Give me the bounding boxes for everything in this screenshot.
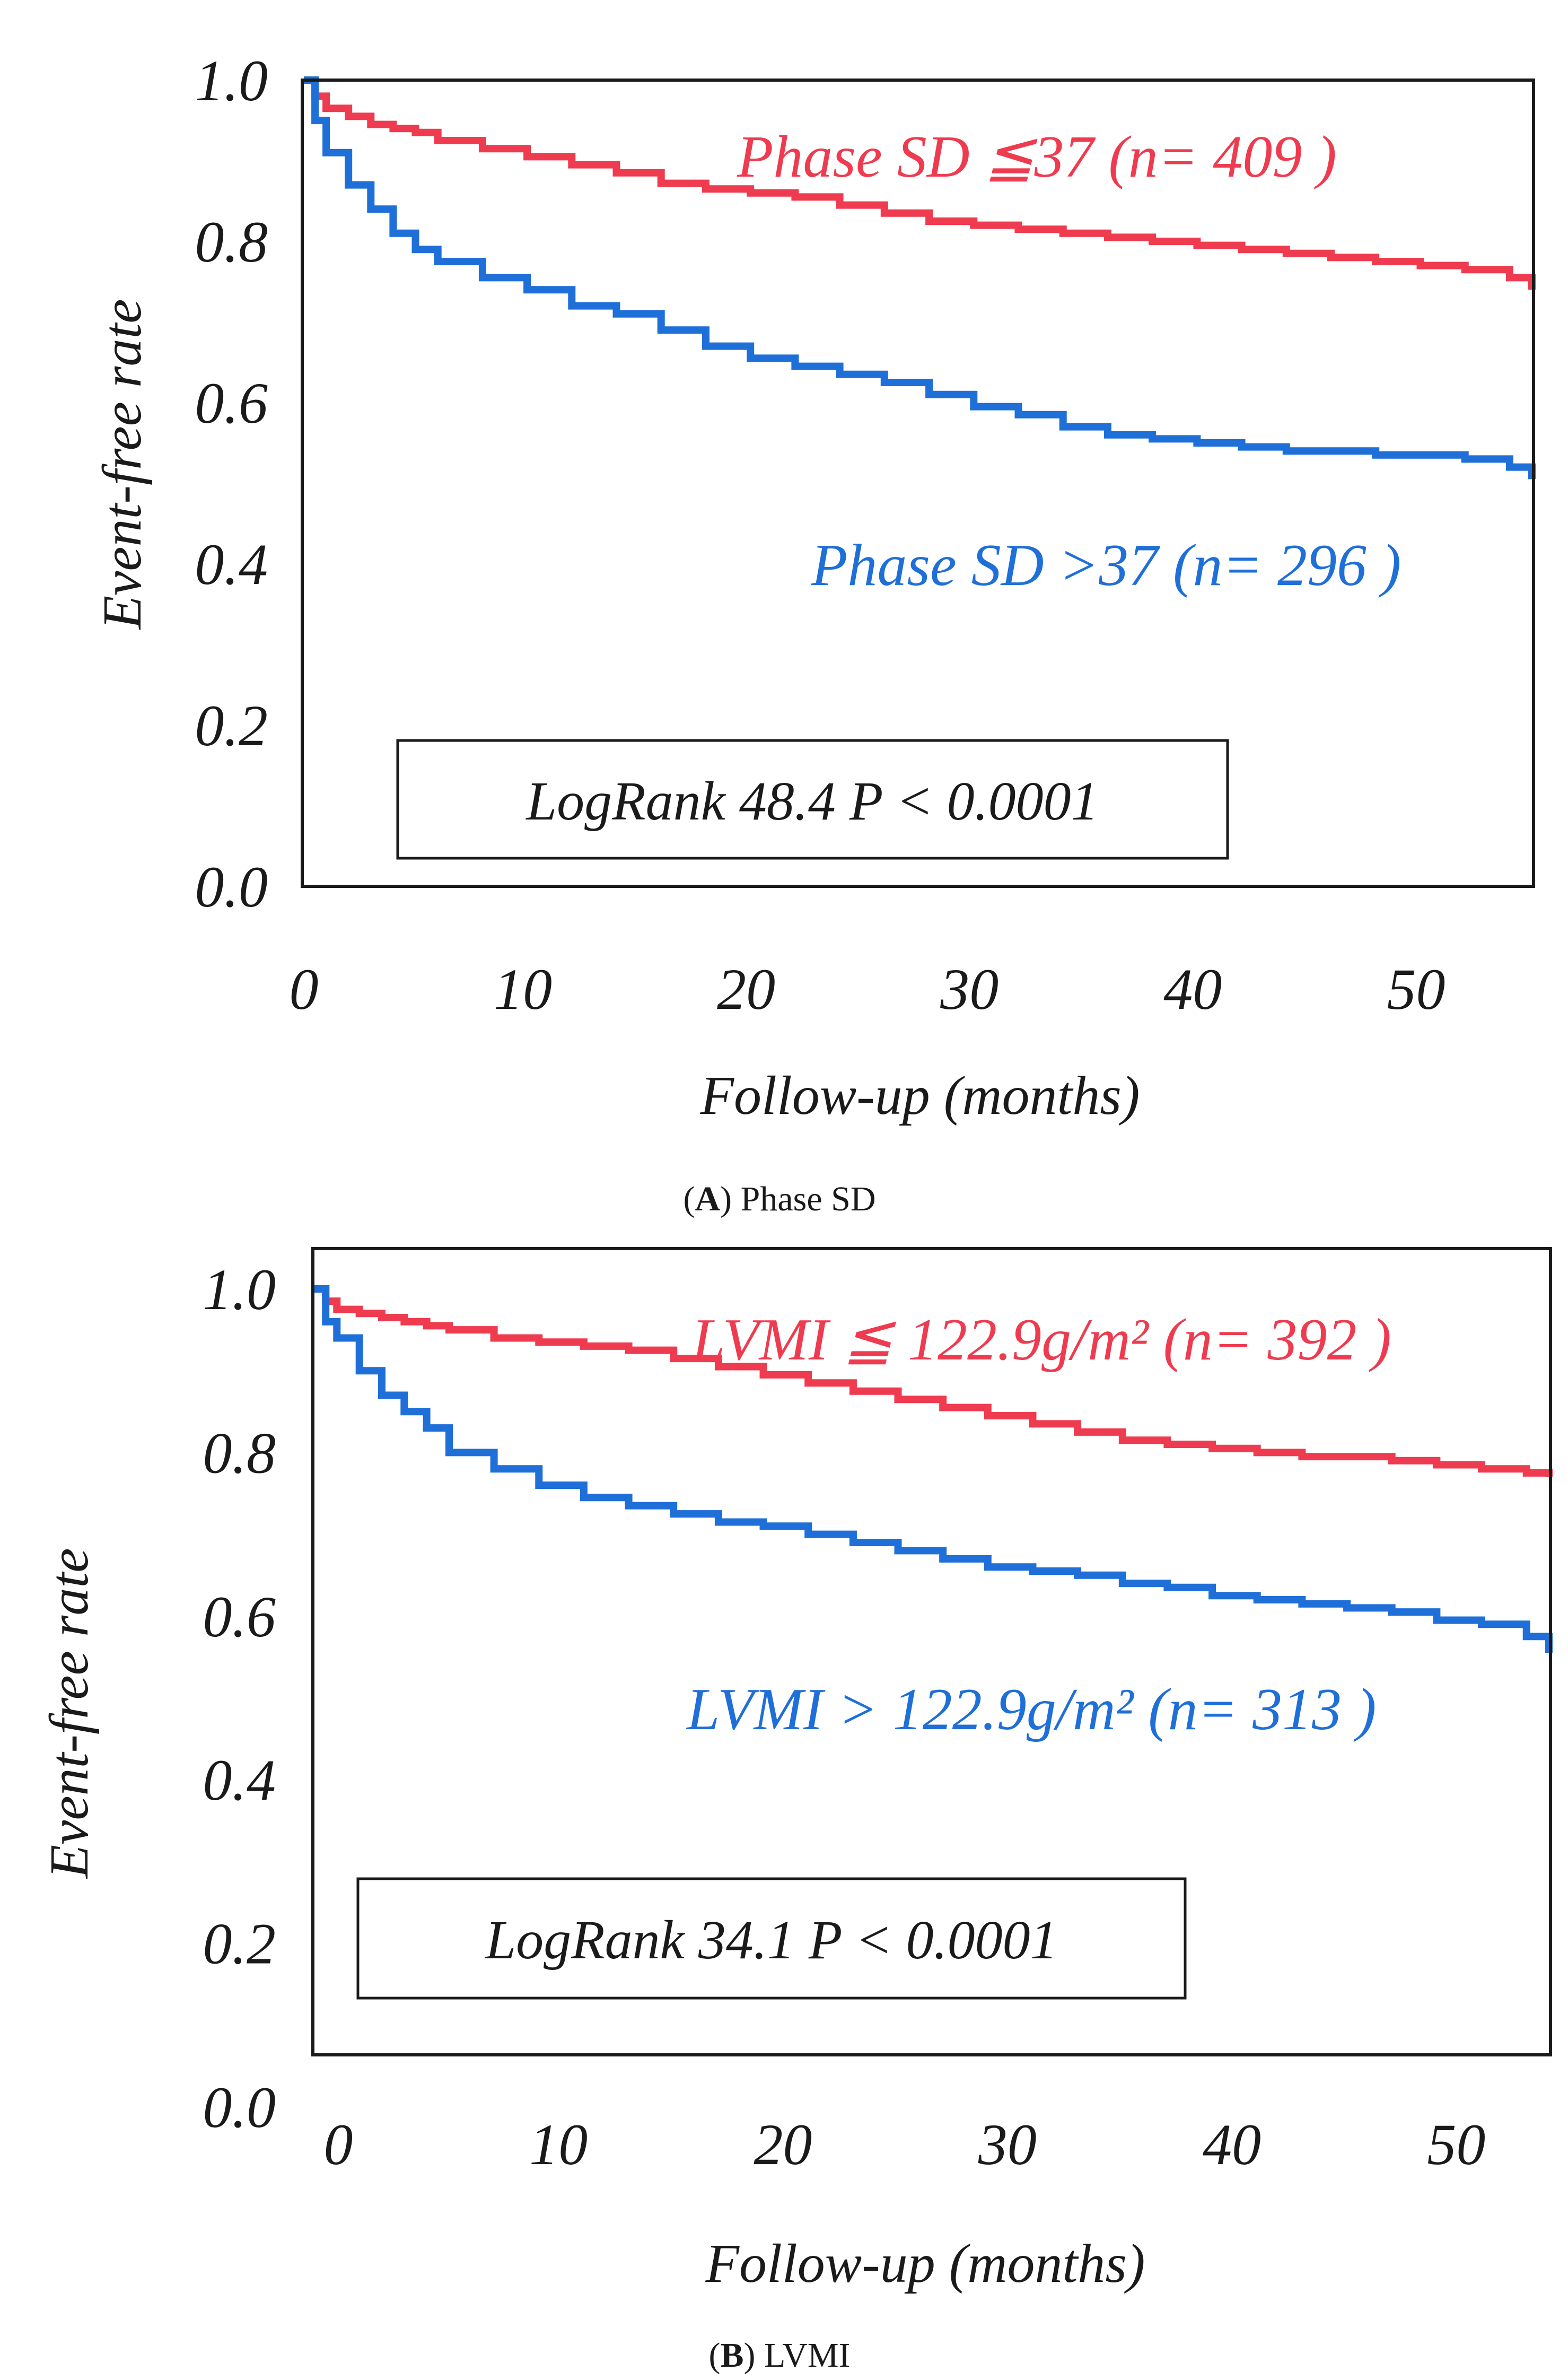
- panel-b-x-tick-label: 30: [978, 2112, 1037, 2177]
- panel-a-caption-text: Phase SD: [741, 1180, 876, 1218]
- panel-a-series-label-red: Phase SD ≦37 (n= 409 ): [737, 124, 1337, 190]
- panel-a-x-tick-label: 40: [1163, 957, 1222, 1022]
- panel-b-series-blue-line: [314, 1285, 1553, 1653]
- panel-a-y-tick-label: 0.2: [195, 693, 268, 758]
- panel-b-plot-frame: [311, 1247, 1552, 2056]
- panel-a-logrank-frame: [396, 739, 1229, 860]
- panel-a-y-tick-label: 0.6: [195, 371, 268, 435]
- panel-b-y-axis-label: Event-free rate: [39, 1548, 100, 1880]
- panel-a-y-tick-label: 0.4: [195, 532, 268, 597]
- panel-b-series-label-blue: LVMI > 122.9g/m² (n= 313 ): [686, 1677, 1376, 1742]
- panel-a-y-tick-label: 1.0: [195, 48, 268, 113]
- panel-b-x-tick-label: 50: [1427, 2112, 1485, 2177]
- panel-a-series-blue-line: [304, 76, 1536, 480]
- panel-b-logrank-text: LogRank 34.1 P < 0.0001: [484, 1910, 1057, 1971]
- panel-a-y-tick-label: 0.0: [195, 855, 268, 919]
- panel-b-x-tick-label: 10: [529, 2112, 588, 2177]
- panel-b-x-tick-label: 40: [1203, 2112, 1261, 2177]
- panel-b-y-tick-label: 1.0: [203, 1257, 276, 1322]
- panel-a-caption: (A) Phase SD: [684, 1180, 876, 1218]
- panel-b-y-tick-label: 0.4: [203, 1748, 276, 1812]
- panel-b-caption-letter: B: [720, 2336, 743, 2375]
- panel-a-logrank-text: LogRank 48.4 P < 0.0001: [525, 771, 1098, 832]
- panel-a-y-axis-label: Event-free rate: [92, 299, 153, 631]
- panel-a-x-ticks: 0 10 20 30 40 50: [290, 957, 1446, 1022]
- panel-b-x-axis-label: Follow-up (months): [705, 2233, 1145, 2294]
- panel-a-series: [304, 76, 1536, 480]
- panel-b-logrank-box: LogRank 34.1 P < 0.0001: [356, 1877, 1187, 2000]
- panel-b-chart: Event-free rate 1.0 0.8 0.6 0.4 0.2 0.0 0 10 20…: [39, 1247, 1553, 2375]
- panel-a-x-axis-label: Follow-up (months): [699, 1065, 1140, 1126]
- panel-b-y-tick-label: 0.0: [203, 2075, 276, 2140]
- panel-a-x-tick-label: 0: [290, 957, 319, 1022]
- panel-b-series-label-red: LVMI ≦ 122.9g/m² (n= 392 ): [691, 1307, 1391, 1373]
- panel-b-logrank-frame: [356, 1877, 1187, 2000]
- panel-a-plot-frame: [301, 79, 1535, 888]
- panel-a-y-ticks: 1.0 0.8 0.6 0.4 0.2 0.0: [195, 48, 268, 919]
- panel-b-y-tick-label: 0.6: [203, 1584, 276, 1649]
- panel-a-x-tick-label: 30: [940, 957, 998, 1022]
- panel-b-caption: (B) LVMI: [708, 2336, 850, 2375]
- panel-b-y-tick-label: 0.2: [203, 1912, 276, 1976]
- panel-b-x-ticks: 0 10 20 30 40 50: [324, 2112, 1486, 2177]
- panel-b-y-tick-label: 0.8: [203, 1420, 276, 1485]
- panel-b-y-ticks: 1.0 0.8 0.6 0.4 0.2 0.0: [203, 1257, 276, 2140]
- panel-b-series: [314, 1285, 1553, 1653]
- panel-a-y-tick-label: 0.8: [195, 210, 268, 274]
- panel-b-x-tick-label: 20: [754, 2112, 812, 2177]
- panel-b-x-tick-label: 0: [324, 2112, 353, 2177]
- panel-a-series-label-blue: Phase SD >37 (n= 296 ): [811, 533, 1401, 598]
- panel-b-series-red-line: [314, 1285, 1553, 1477]
- panel-a-series-red-line: [304, 76, 1536, 290]
- panel-a-logrank-box: LogRank 48.4 P < 0.0001: [396, 739, 1229, 860]
- panel-a-x-tick-label: 50: [1387, 957, 1445, 1022]
- panel-a-x-tick-label: 20: [717, 957, 775, 1022]
- panel-a-x-tick-label: 10: [494, 957, 552, 1022]
- panel-b-caption-text: LVMI: [764, 2336, 851, 2375]
- panel-a-caption-letter: A: [695, 1180, 720, 1218]
- panel-a-chart: Event-free rate 1.0 0.8 0.6 0.4 0.2 0.0 0 10 20…: [92, 48, 1536, 1218]
